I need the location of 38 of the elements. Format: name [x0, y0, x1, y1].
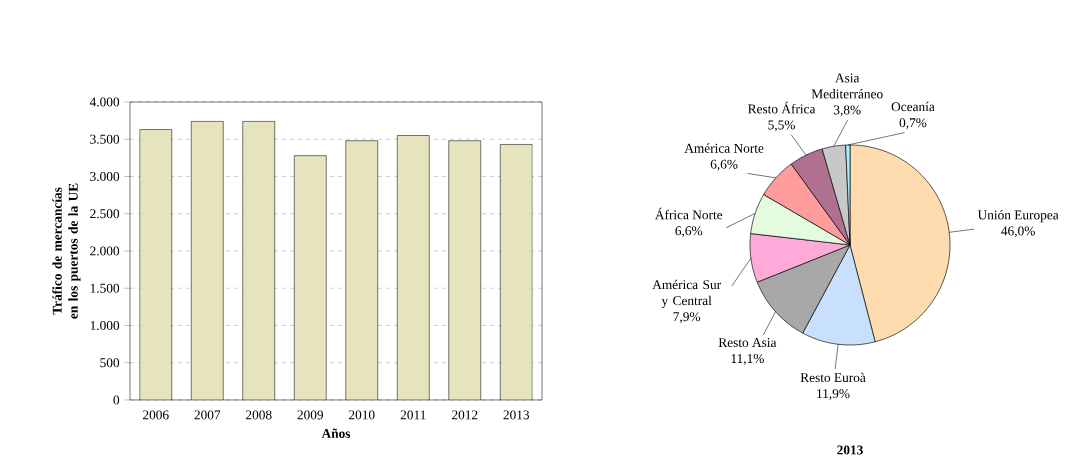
x-tick-label: 2011 [400, 410, 426, 420]
data-label: 6,6% [710, 159, 738, 171]
data-label: 3,8% [833, 105, 861, 117]
x-tick-label: 2012 [452, 410, 478, 420]
x-tick-label: 2013 [503, 410, 530, 420]
y-tick-label: 1.000 [90, 320, 120, 331]
slice-label: Resto Asia [718, 338, 777, 348]
slice-label: África Norte [655, 207, 723, 220]
y-tick-label: 3.500 [90, 134, 120, 144]
slice-label: Unión Europea [977, 210, 1059, 223]
slice-label: América Sur y Central [652, 279, 721, 308]
text: 2013 [837, 445, 863, 455]
y-tick-label: 2.500 [90, 209, 120, 219]
data-label: 46,0% [1001, 226, 1035, 238]
data-label: 0,7% [899, 118, 927, 130]
data-label: 11,9% [817, 389, 850, 400]
slice-label: Resto África [748, 101, 816, 114]
x-tick-label: 2010 [349, 410, 375, 420]
x-axis-title: Años [321, 428, 351, 438]
slice-label: Resto Euroà [800, 372, 866, 383]
slice-label: Oceanía [891, 101, 935, 112]
x-tick-label: 2006 [143, 410, 169, 420]
data-label: 7,9% [673, 312, 701, 324]
data-label: 5,5% [768, 120, 795, 132]
y-tick-label: 3.000 [90, 171, 120, 182]
slice-label: América Norte [684, 143, 764, 153]
y-tick-label: 0 [113, 395, 120, 405]
y-tick-label: 4.000 [89, 97, 120, 107]
x-tick-label: 2007 [194, 410, 221, 420]
y-tick-label: 2.000 [90, 246, 120, 256]
slice-label: Asia Mediterráneo [811, 73, 883, 99]
x-tick-label: 2008 [246, 410, 272, 420]
data-label: 11,1% [731, 354, 764, 365]
x-tick-label: 2009 [297, 410, 324, 420]
y-axis-title: Tráfico de mercancías en los puertos de la UE [52, 183, 81, 319]
data-label: 6,6% [675, 226, 703, 238]
y-tick-label: 1.500 [90, 283, 120, 293]
y-tick-label: 500 [100, 358, 120, 368]
